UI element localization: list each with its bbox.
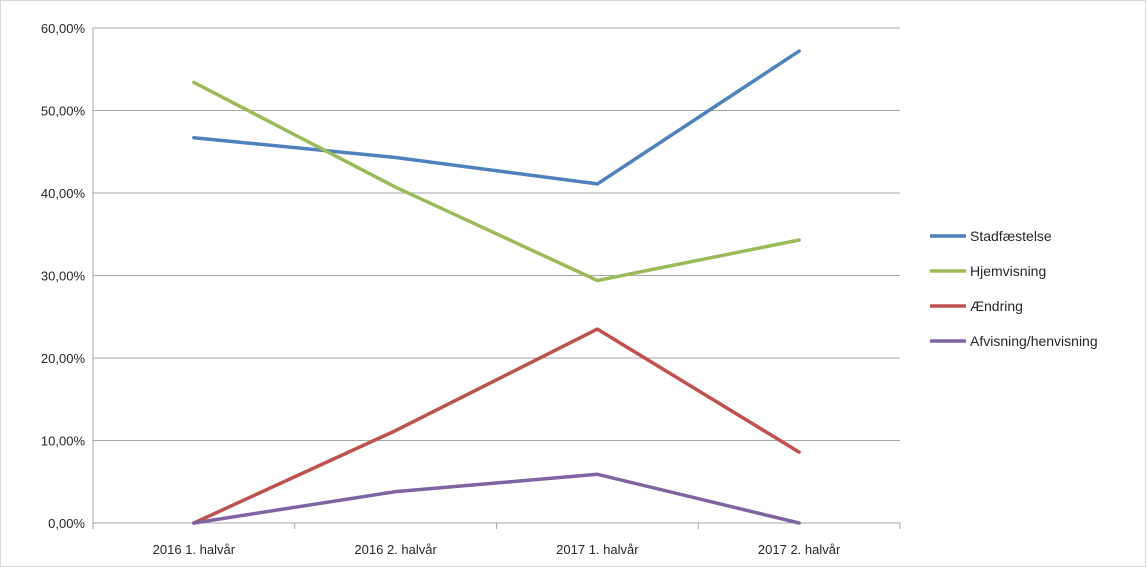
legend-entry: Afvisning/henvisning (930, 333, 1098, 349)
x-tick-label: 2016 2. halvår (354, 542, 437, 557)
x-axis: 2016 1. halvår 2016 2. halvår 2017 1. halv… (92, 522, 901, 557)
x-tick-label: 2016 1. halvår (153, 542, 236, 557)
legend-label: Ændring (970, 298, 1023, 314)
x-tick-label: 2017 2. halvår (758, 542, 841, 557)
series-line-2 (192, 80, 801, 283)
y-tick-label: 50,00% (41, 104, 86, 119)
legend-entry: Stadfæstelse (930, 228, 1052, 244)
series-line-3 (192, 327, 801, 525)
series-layer (192, 49, 801, 525)
legend-label: Afvisning/henvisning (970, 333, 1098, 349)
legend-entry: Hjemvisning (930, 263, 1046, 279)
legend-label: Hjemvisning (970, 263, 1046, 279)
legend-entry: Ændring (930, 298, 1023, 314)
y-tick-label: 60,00% (41, 21, 86, 36)
legend: Stadfæstelse Hjemvisning Ændring Afvisning/… (930, 228, 1098, 349)
x-tick-label: 2017 1. halvår (556, 542, 639, 557)
y-tick-label: 0,00% (48, 516, 85, 531)
gridlines (93, 27, 900, 441)
series-line-4 (192, 472, 801, 525)
series-line-1 (192, 49, 801, 186)
y-tick-label: 40,00% (41, 186, 86, 201)
y-tick-label: 20,00% (41, 351, 86, 366)
legend-label: Stadfæstelse (970, 228, 1052, 244)
y-tick-label: 10,00% (41, 434, 86, 449)
y-tick-label: 30,00% (41, 269, 86, 284)
y-axis: 0,00% 10,00% 20,00% 30,00% 40,00% 50,00% 60,00… (41, 21, 94, 531)
